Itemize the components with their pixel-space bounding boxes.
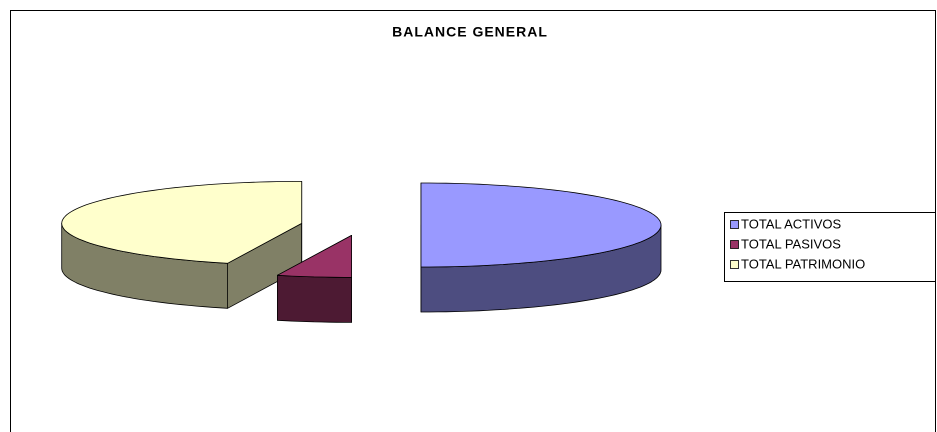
pie-slice bbox=[61, 181, 303, 309]
slice-side bbox=[277, 274, 352, 323]
legend-swatch bbox=[730, 260, 739, 269]
slice-top bbox=[61, 181, 303, 264]
slice-top bbox=[277, 235, 352, 278]
legend-label: TOTAL PATRIMONIO bbox=[741, 256, 865, 271]
pie-slice bbox=[420, 182, 662, 313]
legend-box bbox=[724, 212, 936, 282]
slice-top bbox=[420, 182, 662, 268]
legend-swatch bbox=[730, 240, 739, 249]
legend-label: TOTAL PASIVOS bbox=[741, 236, 841, 251]
legend-swatch bbox=[730, 220, 739, 229]
pie-slice bbox=[277, 235, 352, 323]
legend-label: TOTAL ACTIVOS bbox=[741, 216, 842, 231]
chart-title: BALANCE GENERAL bbox=[392, 24, 548, 40]
